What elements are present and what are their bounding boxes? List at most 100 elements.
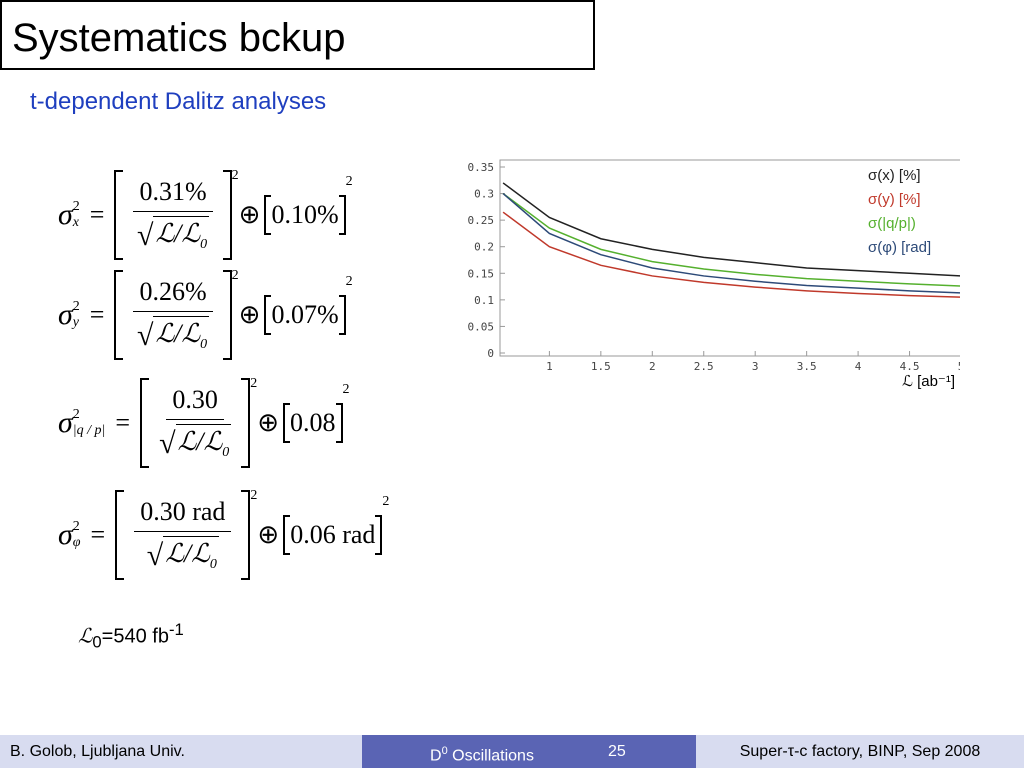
radicand: ℒ/ℒ0 [153,315,210,353]
denominator: √ ℒ/ℒ0 [136,315,210,353]
symbol: σ [58,406,73,439]
x-tick-label: 4.5 [900,360,920,373]
series-line [502,193,960,294]
subscript: |q / p| [72,423,106,438]
subscript: φ [72,535,81,550]
equals: = [90,520,106,549]
power: 2 [342,382,350,397]
bracket [338,195,346,235]
legend-entry: σ(|q/p|) [868,215,916,232]
y-tick-label: 0 [487,347,494,360]
bracket [114,170,124,260]
power: 2 [250,376,258,391]
y-tick-label: 0.35 [468,161,495,174]
legend-entry: σ(x) [%] [868,167,921,184]
power: 2 [345,174,353,189]
x-tick-label: 1 [546,360,553,373]
oplus: ⊕ [238,300,261,329]
bracket [375,515,383,555]
series-line [502,182,960,277]
x-tick-label: 2.5 [694,360,714,373]
denominator: √ ℒ/ℒ0 [159,423,232,461]
y-tick-label: 0.05 [468,320,495,333]
equation: σ 2 φ = 0.30 rad √ ℒ/ℒ0 2 ⊕ 0.06 rad 2 [58,488,390,580]
equation: σ 2 x = 0.31% √ ℒ/ℒ0 2 ⊕ 0.10% 2 [58,168,353,260]
equation: σ 2 |q / p| = 0.30 √ ℒ/ℒ0 2 ⊕ 0.08 2 [58,376,350,468]
symbol: ℒ [78,625,93,648]
equals: = [89,200,105,229]
radical: √ [136,319,154,353]
power: 2 [231,168,239,183]
zero: 0 [222,445,230,461]
x-tick-label: 5 [958,360,960,373]
bracket [283,515,291,555]
legend-entry: σ(y) [%] [868,191,921,208]
symbol: σ [58,518,73,551]
x-tick-label: 3.5 [797,360,817,373]
indices: 2 |q / p| [73,407,106,439]
power: 2 [72,519,80,534]
over: / [174,218,182,248]
fraction: 0.26% √ ℒ/ℒ0 [123,277,222,353]
symbol: σ [58,198,73,231]
radical: √ [159,427,176,461]
numerator: 0.26% [133,277,213,312]
footer-right: Super-τ-c factory, BINP, Sep 2008 [696,735,1024,768]
tail: 0.10% [271,200,339,229]
footer: B. Golob, Ljubljana Univ. D0 Oscillation… [0,735,1024,768]
y-tick-label: 0.15 [468,267,495,280]
power: 2 [382,494,390,509]
radical: √ [136,219,154,253]
y-tick-label: 0.2 [474,241,494,254]
x-tick-label: 1.5 [591,360,611,373]
fraction: 0.31% √ ℒ/ℒ0 [123,177,222,253]
zero: 0 [200,237,208,253]
bracket [114,270,124,360]
footer-middle: D0 Oscillations 25 [362,735,696,768]
sub: 0 [92,632,102,652]
bracket [241,490,251,580]
denominator: √ ℒ/ℒ0 [136,215,210,253]
bracket [335,403,343,443]
footer-left: B. Golob, Ljubljana Univ. [0,735,362,768]
tail: 0.08 [290,408,336,437]
power: 2 [345,274,353,289]
oplus: ⊕ [238,200,261,229]
bracket [241,378,251,468]
lumi: ℒ [155,318,175,348]
bracket [338,295,346,335]
power: 2 [231,268,239,283]
zero: 0 [200,337,208,353]
bracket [264,195,272,235]
constant: ℒ0=540 fb-1 [78,620,184,653]
subtitle: t-dependent Dalitz analyses [30,88,327,115]
numerator: 0.30 [166,385,224,420]
lumi: ℒ [155,218,175,248]
d-sup: 0 [441,745,448,757]
over: / [196,426,204,456]
lumi: ℒ [181,318,201,348]
plot-frame [499,159,960,357]
slide-title: Systematics bckup [0,0,595,70]
y-tick-label: 0.25 [468,214,495,227]
series-line [502,192,960,287]
bracket [264,295,272,335]
page-number: 25 [608,743,626,760]
subscript: x [72,215,80,230]
over: / [174,318,182,348]
zero: 0 [209,557,217,573]
radical: √ [146,539,164,573]
bracket [222,270,232,360]
fraction: 0.30 √ ℒ/ℒ0 [149,385,241,461]
x-tick-label: 2 [649,360,656,373]
power: 2 [72,199,80,214]
legend-entry: σ(φ) [rad] [868,239,931,256]
x-tick-label: 4 [855,360,862,373]
sup: -1 [168,620,184,639]
chart: 0 0.05 0.1 0.15 0.2 0.25 0.3 0.35 1 1.5 2 2.5 3 3.5 4 4… [468,159,960,390]
radicand: ℒ/ℒ0 [175,423,232,461]
bracket [283,403,291,443]
